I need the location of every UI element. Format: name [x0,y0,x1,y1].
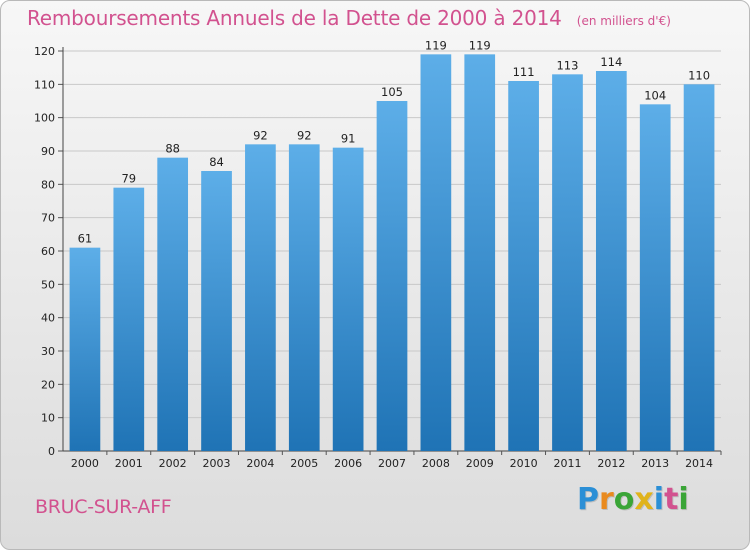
bar [464,54,496,451]
bar [157,157,189,451]
data-label: 79 [121,172,136,186]
labels: 0 10 20 30 40 50 60 70 80 90 100 110 120 61 2000 79 2001… [34,38,713,470]
y-tick-label: 40 [41,312,55,325]
x-tick-label: 2013 [641,457,669,470]
y-tick-label: 120 [34,45,55,58]
bar [595,71,627,451]
x-tick-label: 2005 [290,457,318,470]
y-tick-label: 110 [34,78,55,91]
y-tick-label: 0 [48,445,55,458]
y-tick-label: 10 [41,412,55,425]
data-label: 119 [469,38,491,52]
proxiti-logo[interactable]: Proxiti [577,485,689,515]
x-tick-label: 2007 [378,457,406,470]
x-tick-label: 2008 [422,457,450,470]
y-tick-label: 80 [41,178,55,191]
x-tick-label: 2010 [510,457,538,470]
bar [420,54,452,451]
y-tick-label: 20 [41,378,55,391]
y-tick-label: 70 [41,212,55,225]
data-label: 92 [297,128,312,142]
x-tick-label: 2004 [246,457,274,470]
bar [639,104,671,451]
x-tick-label: 2006 [334,457,362,470]
bars [69,54,715,452]
y-tick-label: 100 [34,112,55,125]
data-label: 91 [341,132,356,146]
x-tick-label: 2011 [553,457,581,470]
data-label: 114 [600,55,622,69]
bar [508,81,539,451]
data-label: 119 [425,38,447,52]
bar [288,144,320,452]
data-label: 110 [688,68,710,82]
data-label: 61 [78,232,93,246]
logo-letter: i [678,482,689,517]
data-label: 105 [381,85,403,99]
data-label: 92 [253,128,268,142]
logo-letter: x [634,482,654,517]
logo-letter: r [599,482,614,517]
data-label: 104 [644,88,666,102]
logo-letter: i [653,482,665,517]
commune-name: BRUC-SUR-AFF [35,496,172,518]
chart-header: Remboursements Annuels de la Dette de 20… [27,6,671,30]
y-tick-label: 50 [41,278,55,291]
bar [683,84,715,451]
x-tick-label: 2003 [203,457,231,470]
logo-letter: P [577,482,599,517]
data-label: 111 [513,65,535,79]
x-tick-label: 2001 [115,457,143,470]
data-label: 113 [556,58,578,72]
x-tick-label: 2009 [466,457,494,470]
bar [376,101,408,451]
x-tick-label: 2012 [597,457,625,470]
data-label: 84 [209,155,224,169]
x-tick-label: 2002 [159,457,187,470]
chart-title: Remboursements Annuels de la Dette de 20… [27,6,562,30]
y-tick-label: 90 [41,145,55,158]
data-label: 88 [165,142,180,156]
bar [245,144,276,452]
y-tick-label: 30 [41,345,55,358]
bar [201,171,232,451]
chart-unit: (en milliers d'€) [576,14,671,28]
logo-letter: o [613,482,635,517]
bar [69,247,101,451]
x-tick-label: 2014 [685,457,713,470]
y-tick-label: 60 [41,245,55,258]
bar [113,187,145,451]
logo-letter: t [664,482,679,517]
bar [552,74,583,451]
x-tick-label: 2000 [71,457,99,470]
bar [332,147,364,451]
